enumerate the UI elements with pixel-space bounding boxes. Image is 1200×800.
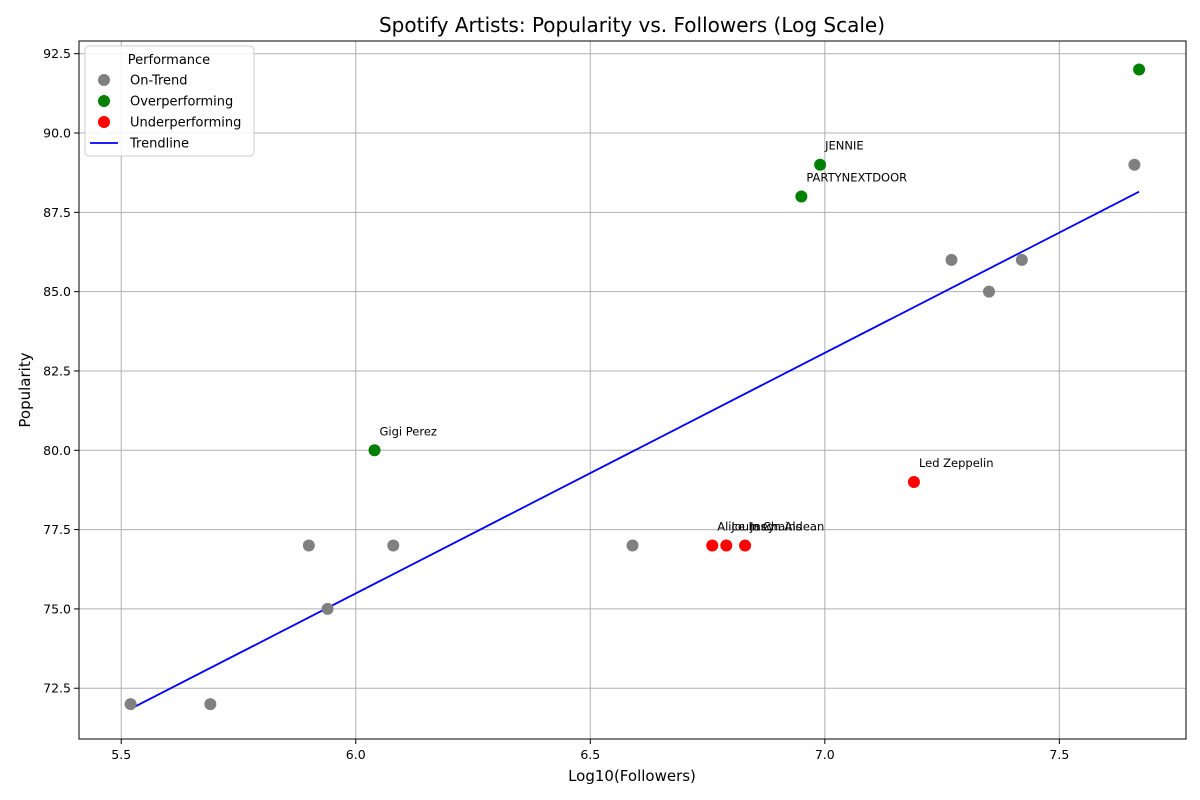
legend-label: Overperforming — [130, 95, 233, 110]
point-underperforming — [739, 539, 752, 552]
point-overperforming — [368, 444, 381, 457]
legend-label: On-Trend — [130, 74, 188, 89]
y-tick-label: 85.0 — [43, 284, 71, 299]
plot-frame — [78, 40, 1187, 740]
point-underperforming — [907, 476, 920, 489]
point-on-trend — [945, 253, 958, 266]
point-annotation: Alice In Chains — [717, 519, 802, 533]
point-annotation: PARTYNEXTDOOR — [806, 170, 907, 184]
legend-marker-swatch — [98, 116, 110, 128]
point-on-trend — [204, 698, 217, 711]
legend-label: Underperforming — [130, 116, 241, 131]
point-underperforming — [706, 539, 719, 552]
point-on-trend — [302, 539, 315, 552]
legend: Performance On-Trend Overperforming Underp… — [84, 45, 255, 157]
axis-ticks: 5.5 6.0 6.5 7.0 7.5 72.5 75.0 77.5 80.0 82.5 85.0 8… — [43, 46, 1069, 762]
y-tick-label: 72.5 — [43, 681, 71, 696]
trendline — [130, 190, 1140, 710]
point-on-trend — [1015, 253, 1028, 266]
y-tick-label: 75.0 — [43, 601, 71, 616]
legend-marker-swatch — [98, 95, 110, 107]
y-tick-label: 90.0 — [43, 126, 71, 141]
point-annotation: Led Zeppelin — [919, 456, 994, 470]
x-tick-label: 7.0 — [815, 747, 835, 762]
y-tick-label: 92.5 — [43, 46, 71, 61]
chart-title: Spotify Artists: Popularity vs. Follower… — [379, 13, 885, 37]
point-underperforming — [720, 539, 733, 552]
legend-entries: On-Trend Overperforming Underperforming Tre… — [90, 74, 241, 152]
y-tick-label: 77.5 — [43, 522, 71, 537]
point-annotation: Journey — [730, 519, 775, 533]
legend-title: Performance — [128, 53, 210, 68]
x-tick-label: 6.5 — [580, 747, 600, 762]
point-on-trend — [626, 539, 639, 552]
point-annotation: Jason Aldean — [749, 519, 824, 533]
point-overperforming — [1133, 63, 1146, 76]
y-axis-label: Popularity — [16, 352, 34, 427]
annotations-layer: Gigi Perez PARTYNEXTDOOR JENNIE Alice In Ch… — [380, 139, 994, 534]
point-annotation: Gigi Perez — [380, 424, 437, 438]
trendline-layer — [130, 190, 1140, 710]
x-tick-label: 7.5 — [1049, 747, 1069, 762]
y-tick-label: 82.5 — [43, 363, 71, 378]
x-tick-label: 5.5 — [111, 747, 131, 762]
y-tick-label: 87.5 — [43, 205, 71, 220]
point-overperforming — [814, 158, 827, 171]
point-overperforming — [795, 190, 808, 203]
point-on-trend — [387, 539, 400, 552]
legend-box — [84, 45, 255, 157]
point-annotation: JENNIE — [824, 139, 864, 153]
legend-marker-swatch — [98, 74, 110, 86]
y-tick-label: 80.0 — [43, 443, 71, 458]
x-axis-label: Log10(Followers) — [568, 767, 696, 785]
points-layer — [124, 63, 1146, 711]
point-on-trend — [1128, 158, 1141, 171]
point-on-trend — [124, 698, 137, 711]
point-on-trend — [982, 285, 995, 298]
point-on-trend — [321, 602, 334, 615]
legend-label: Trendline — [129, 137, 189, 152]
x-tick-label: 6.0 — [346, 747, 366, 762]
grid — [79, 41, 1186, 739]
